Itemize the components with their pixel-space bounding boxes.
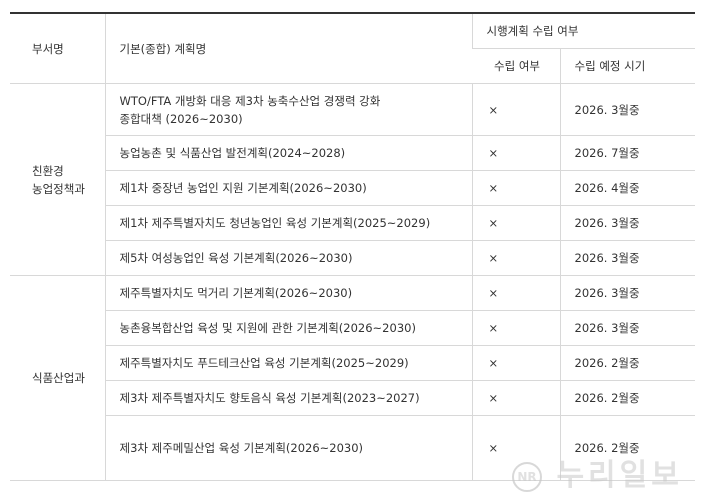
table-row: 농업농촌 및 식품산업 발전계획(2024~2028) × 2026. 7월중 [10,135,696,171]
plan-cell: 농업농촌 및 식품산업 발전계획(2024~2028) [104,135,472,171]
schedule-cell: 2026. 3월중 [559,205,696,241]
plan-cell: 농촌융복합산업 육성 및 지원에 관한 기본계획(2026~2030) [104,310,472,346]
plan-cell: 제5차 여성농업인 육성 기본계획(2026~2030) [104,240,472,276]
schedule-cell: 2026. 2월중 [559,345,696,381]
table-row: 제3차 제주특별자치도 향토음식 육성 기본계획(2023~2027) × 2026… [10,380,696,416]
watermark-logo: NR 누리일보 [512,450,683,494]
status-cell: × [471,345,560,381]
schedule-cell: 2026. 4월중 [559,170,696,206]
plan-cell: 제주특별자치도 먹거리 기본계획(2026~2030) [104,275,472,311]
dept-cell: 친환경 농업정책과 [10,83,105,276]
schedule-cell: 2026. 3월중 [559,310,696,346]
table-row: 제1차 중장년 농업인 지원 기본계획(2026~2030) × 2026. 4월중 [10,170,696,206]
table-row: 식품산업과 제주특별자치도 먹거리 기본계획(2026~2030) × 2026. 3… [10,275,696,481]
status-cell: × [471,275,560,311]
table-row: 제3차 제주메밀산업 육성 기본계획(2026~2030) × 2026. 2월중 [10,415,696,481]
table-row: 제주특별자치도 푸드테크산업 육성 기본계획(2025~2029) × 2026. … [10,345,696,381]
table-row: 제5차 여성농업인 육성 기본계획(2026~2030) × 2026. 3월중 [10,240,696,276]
table-row: 농촌융복합산업 육성 및 지원에 관한 기본계획(2026~2030) × 2026… [10,310,696,346]
plan-cell: 제1차 중장년 농업인 지원 기본계획(2026~2030) [104,170,472,206]
status-cell: × [471,205,560,241]
schedule-cell: 2026. 3월중 [559,83,696,136]
header-plan: 기본(종합) 계획명 [104,12,472,84]
dept-cell: 식품산업과 [10,275,105,481]
status-cell: × [471,240,560,276]
table-row: 친환경 농업정책과 WTO/FTA 개방화 대응 제3차 농축수산업 경쟁력 강화… [10,83,696,276]
header-dept: 부서명 [10,12,105,84]
schedule-cell: 2026. 2월중 [559,380,696,416]
plan-table: 부서명 기본(종합) 계획명 시행계획 수립 여부 수립 여부 수립 예정 시기… [10,12,696,481]
schedule-cell: 2026. 7월중 [559,135,696,171]
header-group: 시행계획 수립 여부 [471,12,696,49]
status-cell: × [471,83,560,136]
status-cell: × [471,170,560,206]
header-status: 수립 여부 [472,48,560,84]
table-row: 제1차 제주특별자치도 청년농업인 육성 기본계획(2025~2029) × 202… [10,205,696,241]
plan-cell: 제주특별자치도 푸드테크산업 육성 기본계획(2025~2029) [104,345,472,381]
schedule-cell: 2026. 3월중 [559,240,696,276]
status-cell: × [471,310,560,346]
plan-cell: 제1차 제주특별자치도 청년농업인 육성 기본계획(2025~2029) [104,205,472,241]
status-cell: × [471,135,560,171]
header-schedule: 수립 예정 시기 [559,48,696,84]
schedule-cell: 2026. 2월중 [559,415,696,481]
plan-cell: 제3차 제주특별자치도 향토음식 육성 기본계획(2023~2027) [104,380,472,416]
plan-cell: 제3차 제주메밀산업 육성 기본계획(2026~2030) [104,415,472,481]
plan-cell: WTO/FTA 개방화 대응 제3차 농축수산업 경쟁력 강화 종합대책 (20… [104,83,472,136]
status-cell: × [471,380,560,416]
schedule-cell: 2026. 3월중 [559,275,696,311]
